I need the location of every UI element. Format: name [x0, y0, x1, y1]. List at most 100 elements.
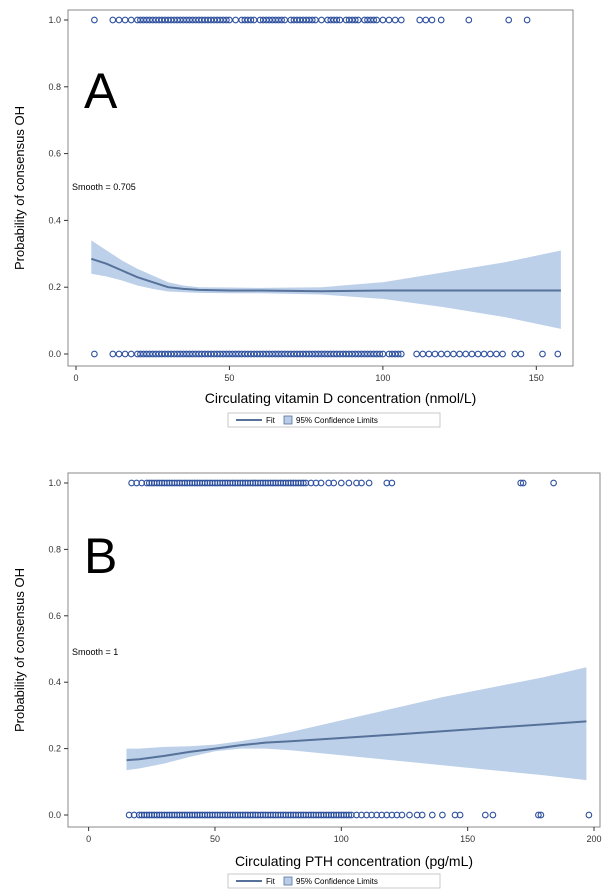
data-point-y0 [437, 350, 445, 358]
data-point-y0 [345, 811, 353, 819]
data-point-y0 [398, 811, 406, 819]
data-point-y0 [431, 350, 439, 358]
chart-panel-a: 0.0 0.2 0.4 0.6 0.8 1.0 0 50 100 150 Circulating v… [12, 9, 574, 428]
data-point-y1 [519, 479, 527, 487]
data-point-y1 [198, 16, 206, 24]
data-point-y0 [186, 350, 193, 358]
data-point-y1 [437, 16, 445, 24]
data-point-y1 [287, 479, 295, 487]
data-point-y0 [296, 350, 304, 358]
data-point-y0 [158, 350, 166, 358]
data-point-y0 [226, 350, 233, 358]
x-tick-label: 150 [460, 834, 475, 844]
data-point-y1 [523, 16, 531, 24]
data-point-y1 [256, 16, 264, 24]
data-point-y1 [333, 16, 341, 24]
data-point-y0 [193, 811, 201, 819]
y-tick-label: 0.6 [48, 611, 61, 621]
legend-ci-swatch [283, 415, 293, 425]
data-point-y0 [267, 811, 274, 819]
data-point-y1 [247, 16, 255, 24]
legend-ci-swatch [283, 876, 293, 886]
data-point-y1 [163, 479, 171, 487]
x-tick-label: 100 [375, 373, 390, 383]
data-point-y1 [158, 16, 166, 24]
data-point-y1 [373, 16, 381, 24]
data-point-y0 [363, 811, 370, 819]
data-point-y1 [183, 479, 191, 487]
data-point-y0 [493, 350, 500, 358]
data-point-y0 [373, 350, 381, 358]
data-point-y0 [153, 811, 161, 819]
data-point-y0 [353, 811, 360, 819]
data-point-y1 [109, 16, 117, 24]
data-point-y1 [121, 16, 129, 24]
data-point-y0 [166, 811, 173, 819]
data-point-y1 [422, 16, 430, 24]
data-point-y1 [337, 479, 345, 487]
data-point-y1 [358, 479, 365, 487]
data-point-y0 [332, 811, 340, 819]
data-point-y1 [416, 16, 424, 24]
data-point-y1 [317, 479, 325, 487]
data-point-y0 [191, 811, 199, 819]
plot-frame [67, 9, 574, 367]
data-point-y0 [256, 350, 264, 358]
confidence-band [126, 667, 587, 781]
data-point-y1 [284, 479, 292, 487]
data-point-y1 [336, 16, 344, 24]
data-point-y0 [450, 350, 457, 358]
data-point-y0 [135, 811, 143, 819]
data-point-y0 [307, 811, 315, 819]
data-point-y0 [167, 350, 175, 358]
data-point-y0 [287, 811, 295, 819]
fit-line [126, 720, 587, 762]
data-point-y1 [247, 479, 254, 487]
data-point-y0 [585, 811, 593, 819]
data-point-y1 [307, 479, 315, 487]
data-point-y0 [221, 811, 229, 819]
data-point-y1 [267, 479, 274, 487]
data-point-y0 [480, 350, 488, 358]
data-point-y0 [277, 811, 285, 819]
data-point-y0 [486, 350, 494, 358]
data-point-y0 [428, 811, 436, 819]
data-point-y0 [257, 811, 264, 819]
legend-fit-label: Fit [266, 416, 276, 425]
data-point-y0 [297, 811, 305, 819]
data-point-y1 [201, 479, 209, 487]
data-point-y1 [308, 16, 316, 24]
data-point-y1 [216, 16, 224, 24]
x-axis-label: Circulating vitamin D concentration (nmo… [205, 390, 477, 406]
y-tick-label: 0.0 [48, 810, 61, 820]
x-tick-label: 100 [334, 834, 349, 844]
data-point-y1 [219, 479, 226, 487]
chart-panel-b: 0.0 0.2 0.4 0.6 0.8 1.0 0 50 100 150 200 Circulatin… [12, 472, 602, 889]
data-point-y0 [439, 811, 446, 819]
data-point-y0 [109, 350, 117, 358]
data-point-y1 [166, 479, 173, 487]
data-point-y0 [173, 811, 181, 819]
data-point-y1 [297, 479, 305, 487]
x-axis-label: Circulating PTH concentration (pg/mL) [235, 853, 473, 869]
data-point-y1 [186, 16, 193, 24]
data-point-y0 [315, 811, 322, 819]
data-point-y0 [156, 811, 163, 819]
data-point-y0 [305, 811, 312, 819]
data-point-y0 [284, 350, 292, 358]
data-point-y1 [115, 16, 123, 24]
data-point-y0 [235, 350, 242, 358]
data-point-y0 [229, 811, 237, 819]
data-point-y0 [259, 811, 267, 819]
data-point-y0 [146, 350, 153, 358]
y-tick-label: 0.2 [48, 744, 61, 754]
data-point-y0 [231, 811, 239, 819]
plot-frame [67, 472, 601, 828]
data-point-y1 [364, 16, 371, 24]
data-point-y1 [330, 479, 338, 487]
data-point-y1 [391, 16, 399, 24]
legend-ci-label: 95% Confidence Limits [296, 416, 378, 425]
data-point-y0 [125, 811, 133, 819]
data-point-y0 [189, 350, 196, 358]
data-point-y1 [278, 16, 285, 24]
